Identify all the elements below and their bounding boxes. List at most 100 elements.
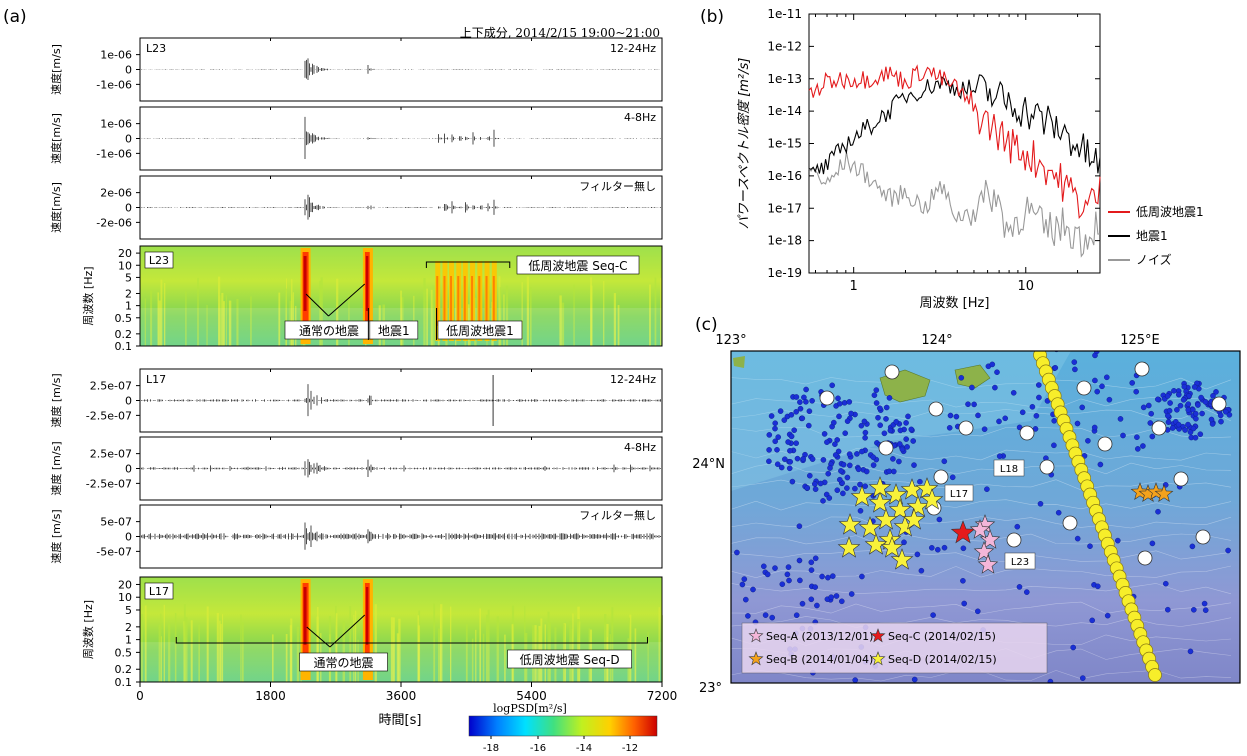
earthquake-dot: [786, 577, 792, 584]
spectrogram-streak: [660, 278, 662, 346]
station-circle: [878, 440, 894, 456]
earthquake-dot: [996, 418, 1002, 425]
map-legend-label: Seq-D (2014/02/15): [888, 653, 997, 666]
normal-eq-arrows: [306, 614, 366, 648]
station-circle: [1039, 459, 1055, 475]
legend-label: ノイズ: [1136, 252, 1172, 267]
colorbar-scale: [468, 715, 658, 737]
earthquake-dot: [785, 564, 792, 570]
y-tick-label: -2e-06: [96, 216, 132, 229]
spectrogram-streak: [603, 281, 605, 346]
earthquake-dot: [862, 429, 869, 436]
earthquake-dot: [803, 386, 809, 393]
earthquake-dot: [1014, 523, 1021, 530]
earthquake-dot: [905, 413, 911, 420]
earthquake-dot: [1165, 606, 1171, 613]
earthquake-dot: [975, 412, 981, 419]
earthquake-dot: [793, 612, 800, 619]
earthquake-dot: [841, 399, 848, 406]
earthquake-dot: [859, 573, 865, 580]
earthquake-dot: [837, 400, 843, 407]
spectrum-line-3: [808, 151, 1101, 258]
waveform-panel-2: 1e-06 0-1e-06 速度[m/s] 4-8Hz: [49, 106, 663, 171]
earthquake-dot: [1171, 387, 1177, 394]
earthquake-dot: [891, 468, 897, 475]
bathymetry-line: [731, 601, 1232, 615]
earthquake-dot: [949, 474, 956, 481]
earthquake-dot: [989, 361, 996, 368]
earthquake-dot: [803, 398, 809, 405]
spectrogram-streak: [658, 607, 660, 682]
y-tick-label: 1e-15: [767, 137, 802, 151]
spectrogram-streak: [396, 633, 399, 682]
earthquake-dot: [917, 478, 923, 485]
earthquake-dot: [761, 563, 767, 570]
earthquake-dot: [1085, 437, 1091, 444]
earthquake-dot: [997, 731, 1002, 736]
y-tick-label: 0.1: [115, 676, 133, 689]
spectrogram-streak: [160, 279, 163, 346]
earthquake-dot: [870, 462, 877, 468]
earthquake-dot: [777, 408, 784, 414]
earthquake-dot: [832, 441, 838, 448]
map-frame: [730, 350, 1241, 684]
earthquake-dot: [1193, 410, 1199, 417]
spectrogram-streak: [225, 295, 227, 346]
earthquake-dot: [1185, 401, 1192, 407]
earthquake-dot: [893, 418, 900, 425]
earthquake-dot: [1177, 402, 1184, 409]
station-circle: [1006, 532, 1022, 548]
station-circle: [1134, 361, 1150, 377]
earthquake-dot: [1223, 408, 1229, 415]
spectrogram-streak: [611, 607, 614, 682]
lfe1-box: [437, 320, 523, 340]
earthquake-dot: [969, 384, 975, 391]
earthquake-dot: [896, 441, 903, 447]
earthquake-dot: [887, 427, 894, 434]
spectrogram-streak: [328, 615, 332, 682]
y-tick-label: 1e-18: [767, 234, 802, 248]
trench-marker: [1148, 668, 1162, 682]
earthquake-dot: [812, 555, 819, 562]
earthquake-dot: [1187, 429, 1194, 435]
y-tick-label: 1e-13: [767, 72, 802, 86]
map-legend-label: Seq-A (2013/12/01): [766, 630, 873, 643]
earthquake-dot: [929, 545, 935, 551]
earthquake-dot: [1217, 412, 1224, 419]
earthquake-dot: [1208, 416, 1215, 423]
earthquake-dot: [971, 401, 977, 408]
earthquake-dot: [762, 612, 769, 618]
earthquake-dot: [1079, 404, 1085, 411]
earthquake-dot: [1163, 580, 1169, 587]
earthquake-dot: [846, 399, 853, 405]
spectrogram-streak: [521, 282, 523, 346]
earthquake-dot: [1051, 442, 1057, 449]
colorbar-label: logPSD[m²/s]: [493, 702, 567, 715]
y-tick-label: 5e-07: [100, 516, 132, 529]
y-axis-label: 周波数 [Hz]: [82, 266, 95, 325]
earthquake-dot: [859, 448, 865, 455]
earthquake-dot: [1181, 383, 1188, 390]
earthquake-dot: [768, 413, 775, 419]
spectrogram-streak: [335, 613, 338, 682]
spectrum-line-1: [808, 64, 1101, 220]
spectrogram-streak: [206, 304, 208, 346]
y-axis-label: 速度[m/s]: [49, 182, 63, 233]
spectrogram-streak: [185, 617, 188, 682]
earthquake-dot: [840, 490, 846, 497]
star-seq-d: [850, 485, 874, 507]
spectrogram-streak: [398, 618, 401, 682]
spectrogram-streak: [190, 620, 193, 682]
earthquake-dot: [1149, 433, 1156, 440]
earthquake-dot: [812, 481, 818, 487]
y-tick-label: 20: [118, 578, 132, 591]
station-label-l17: L17: [950, 489, 968, 500]
earthquake-dot: [883, 404, 890, 411]
earthquake-dot: [958, 374, 965, 381]
earthquake-dot: [1029, 403, 1036, 410]
earthquake-dot: [750, 586, 756, 593]
earthquake-dot: [838, 468, 844, 474]
y-tick-label: 10: [118, 259, 132, 272]
star-seq-c: [950, 520, 976, 544]
earthquake-dot: [775, 434, 782, 440]
